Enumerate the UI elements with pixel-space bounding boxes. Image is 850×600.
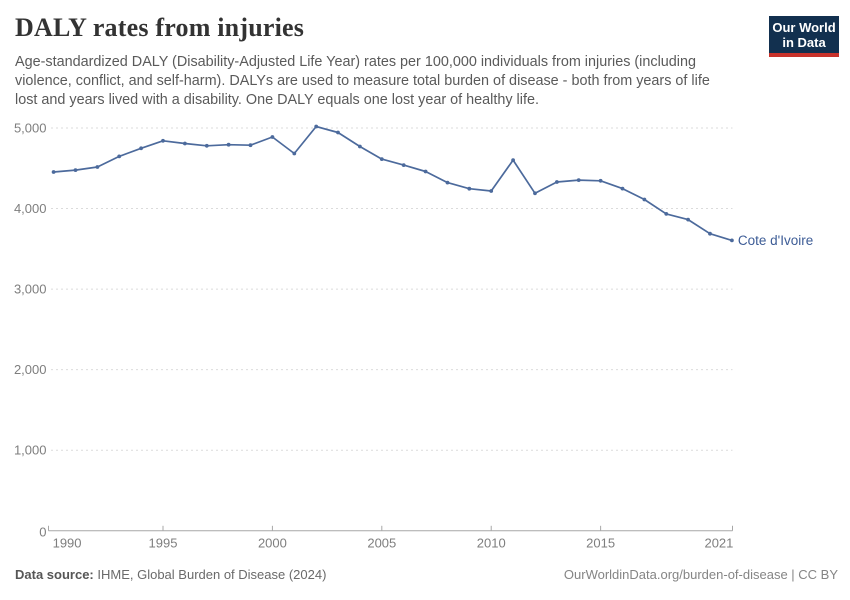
data-point [445,180,450,185]
data-point [51,170,56,174]
data-point [576,178,581,183]
data-point [664,212,669,216]
y-axis-tick-label: 4,000 [14,201,47,216]
chart-subtitle: Age-standardized DALY (Disability-Adjust… [15,54,710,109]
data-point [314,124,319,129]
data-point [73,168,78,173]
x-axis-tick-label: 2021 [704,536,733,551]
owid-logo: Our World in Data [769,16,839,57]
data-point [292,151,297,156]
data-point [686,217,690,222]
data-point [642,197,647,202]
data-point [95,165,100,169]
x-axis-tick-label: 1990 [53,536,82,551]
data-source-label: Data source: [15,567,94,582]
data-point [183,141,187,146]
data-point [620,186,625,191]
data-point [226,142,231,147]
y-axis-tick-label: 3,000 [14,282,47,297]
y-axis-tick-label: 1,000 [14,443,47,458]
data-point [270,135,275,139]
owid-logo-stripe [769,53,839,57]
x-axis-tick-label: 1995 [149,536,178,551]
data-point [555,180,559,184]
x-axis-tick-label: 2005 [367,536,396,551]
x-axis-tick-label: 2000 [258,536,287,551]
owid-logo-line2: in Data [782,35,826,50]
data-point [204,143,209,148]
data-point [336,130,340,135]
data-point [511,158,515,163]
data-point [358,144,362,149]
data-point [423,169,428,174]
x-axis-tick-label: 2015 [586,536,615,551]
data-point [139,146,144,151]
data-point [730,238,734,243]
data-point [467,186,472,191]
y-axis-tick-label: 0 [39,524,46,539]
data-point [533,191,537,196]
page-title: DALY rates from injuries [15,13,305,42]
credit-link[interactable]: OurWorldinData.org/burden-of-disease | C… [563,567,838,582]
data-point [598,178,603,183]
data-point [117,154,122,159]
data-point [708,231,712,236]
data-source: Data source: IHME, Global Burden of Dise… [15,567,326,582]
data-point [379,157,384,162]
data-point [401,163,406,168]
data-point [248,143,253,148]
data-point [489,189,494,193]
data-line [52,125,733,242]
y-axis-tick-label: 2,000 [14,362,47,377]
data-point [161,138,165,143]
x-axis-tick-label: 2010 [477,536,506,551]
data-source-text: IHME, Global Burden of Disease (2024) [97,567,327,582]
series-end-label: Cote d'Ivoire [738,233,813,248]
y-axis-tick-label: 5,000 [14,121,47,136]
owid-logo-line1: Our World [772,20,836,35]
